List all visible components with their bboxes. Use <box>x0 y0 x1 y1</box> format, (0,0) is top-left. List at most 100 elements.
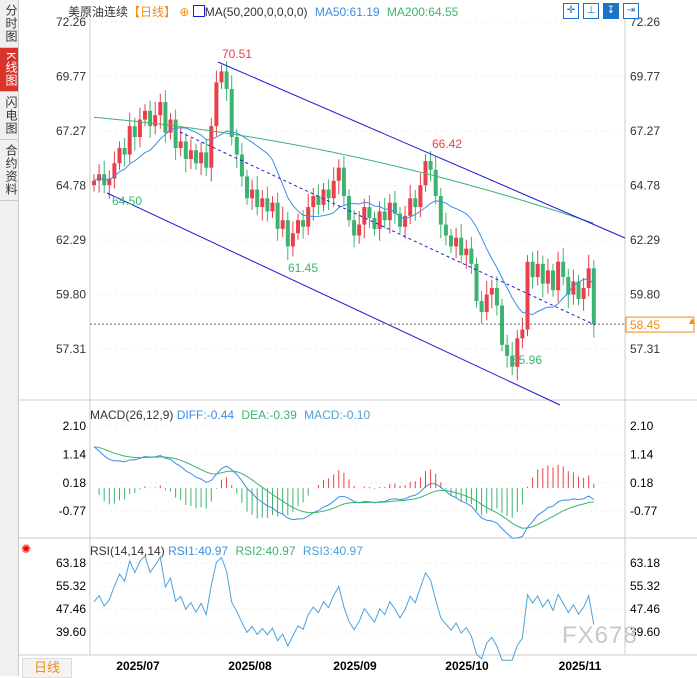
macd-dea: DEA:-0.39 <box>241 408 297 422</box>
chart-header: 美原油连续【日线】 ⊕ MA(50,200,0,0,0,0) MA50:61.1… <box>68 3 458 20</box>
rsi-header: RSI(14,14,14) RSI1:40.97 RSI2:40.97 RSI3… <box>90 544 363 558</box>
candle-body <box>173 119 178 148</box>
date-label: 2025/08 <box>228 659 272 673</box>
exit-icon[interactable]: ⇥ <box>623 3 639 19</box>
candle-body <box>331 180 336 199</box>
macd-title: MACD(26,12,9) <box>90 408 174 422</box>
candle-body <box>178 141 183 148</box>
candle-body <box>540 263 545 284</box>
candle-body <box>403 215 408 227</box>
rsi-tick-right: 39.60 <box>630 625 660 639</box>
low-label: 64.50 <box>112 194 142 208</box>
low-label: 61.45 <box>288 261 318 275</box>
candle-body <box>219 71 224 83</box>
macd-tick-right: 2.10 <box>630 419 654 433</box>
candle-body <box>158 102 163 116</box>
candle-body <box>122 147 127 155</box>
candle-body <box>265 198 270 212</box>
candle-body <box>479 301 484 313</box>
candle-body <box>586 268 591 288</box>
candle-body <box>275 202 280 229</box>
candle-body <box>591 268 596 325</box>
price-tick-right: 59.80 <box>630 288 660 302</box>
high-label: 70.51 <box>222 47 252 61</box>
tab-kline[interactable]: K线图 <box>0 48 18 93</box>
price-tick-left: 69.77 <box>56 69 86 83</box>
tab-timeshare[interactable]: 分时图 <box>0 0 18 48</box>
rsi1-value: RSI1:40.97 <box>168 544 229 558</box>
candle-body <box>270 202 275 212</box>
current-price-label: 58.45 <box>630 318 660 332</box>
ma200-value: MA200:64.55 <box>386 5 459 19</box>
candle-body <box>556 261 561 291</box>
candle-body <box>92 180 96 186</box>
toolbar: ✛ ⊥ ↧ ⇥ <box>563 3 639 19</box>
candle-body <box>188 150 193 159</box>
rsi-tick-right: 47.46 <box>630 602 660 616</box>
ma200-line <box>93 116 594 224</box>
candle-body <box>362 207 367 225</box>
candle-body <box>525 261 530 330</box>
date-label: 2025/07 <box>116 659 160 673</box>
indicator-name: MA(50,200,0,0,0,0) <box>204 5 308 19</box>
rsi-tick-left: 55.32 <box>56 579 86 593</box>
macd-tick-right: -0.77 <box>630 504 658 518</box>
candle-body <box>296 220 300 234</box>
rsi-title: RSI(14,14,14) <box>90 544 165 558</box>
tab-flash[interactable]: 闪电图 <box>0 92 18 141</box>
candle-body <box>117 147 122 164</box>
settings-sun-icon[interactable]: ✺ <box>21 542 32 556</box>
tab-contract-info[interactable]: 合约资料 <box>0 140 18 202</box>
channel-mid-line <box>179 131 596 326</box>
date-label: 2025/10 <box>445 659 489 673</box>
candle-body <box>372 217 377 229</box>
price-tick-right: 62.29 <box>630 233 660 247</box>
candle-body <box>408 198 413 216</box>
candle-body <box>352 220 357 236</box>
candle-body <box>306 207 311 227</box>
price-tick-left: 57.31 <box>56 342 86 356</box>
candle-body <box>204 152 209 168</box>
rsi-tick-right: 55.32 <box>630 579 660 593</box>
candle-body <box>535 263 540 278</box>
current-price-arrow-icon: ▲ <box>687 316 697 327</box>
candle-body <box>260 198 265 208</box>
candle-body <box>214 82 219 127</box>
price-tick-left: 59.80 <box>56 288 86 302</box>
candle-body <box>530 261 535 278</box>
indicator-icon[interactable] <box>192 5 205 17</box>
candle-body <box>520 329 525 339</box>
crosshair-icon[interactable]: ✛ <box>563 3 579 19</box>
macd-tick-left: -0.77 <box>59 504 87 518</box>
candle-body <box>398 213 402 227</box>
candle-body <box>153 115 158 127</box>
dea-line <box>93 446 594 529</box>
rsi-line <box>93 555 595 661</box>
candle-body <box>377 211 382 229</box>
candle-body <box>357 224 362 236</box>
candle-body <box>545 270 550 284</box>
candle-body <box>209 126 214 168</box>
candle-body <box>454 237 459 247</box>
price-tick-left: 72.26 <box>56 15 86 29</box>
draw-icon[interactable]: ↧ <box>603 3 619 19</box>
channel-top-line <box>217 61 626 239</box>
candle-body <box>148 110 153 127</box>
current-price-box <box>625 316 695 333</box>
candle-body <box>505 344 510 356</box>
candle-body <box>336 167 341 181</box>
add-icon[interactable]: ⊕ <box>179 5 190 19</box>
candle-body <box>285 220 290 247</box>
period-button[interactable]: 日线 <box>22 658 72 678</box>
rsi-tick-left: 39.60 <box>56 625 86 639</box>
candle-body <box>571 281 576 295</box>
range-icon[interactable]: ⊥ <box>583 3 599 19</box>
candle-body <box>311 196 316 208</box>
candle-body <box>107 178 112 186</box>
candle-body <box>168 119 173 133</box>
candle-body <box>418 185 423 208</box>
candle-body <box>245 176 249 199</box>
macd-tick-right: 1.14 <box>630 447 654 461</box>
candle-body <box>449 235 453 247</box>
